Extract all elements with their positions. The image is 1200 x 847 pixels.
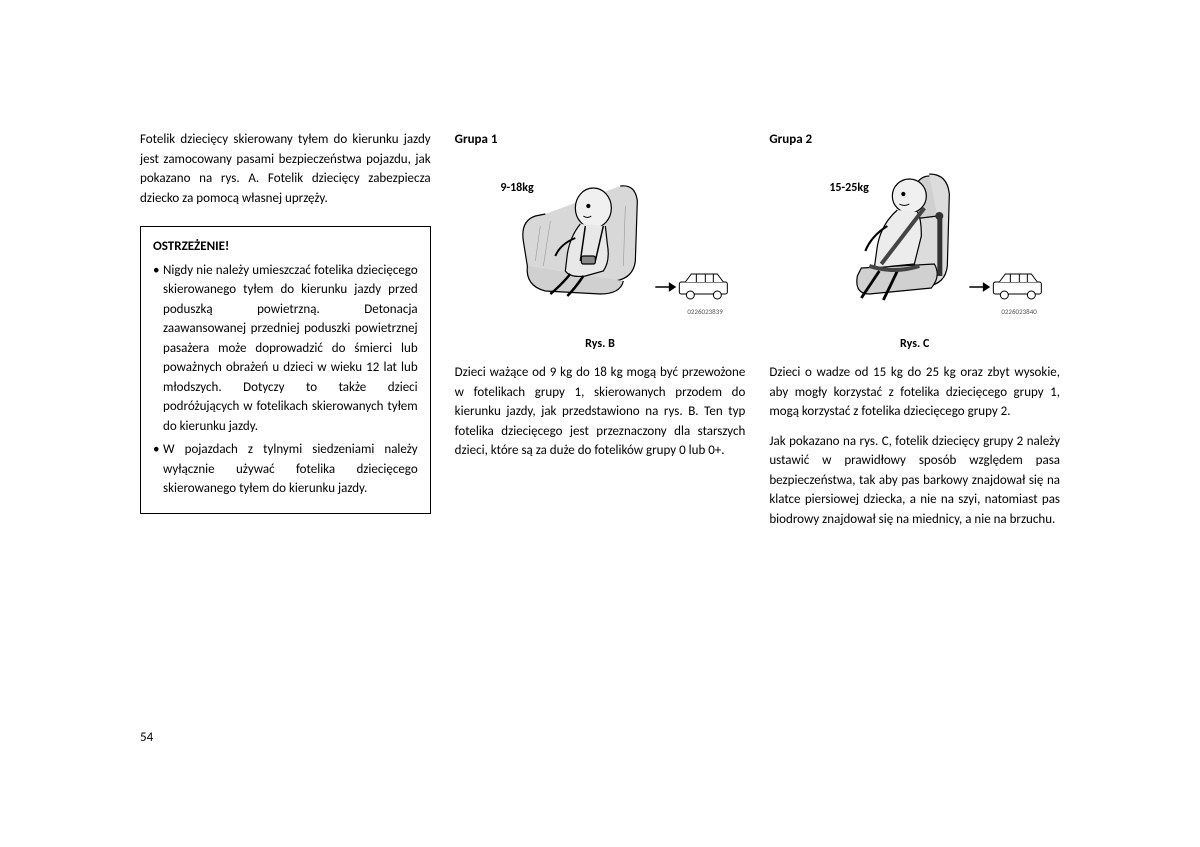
warning-list: Nigdy nie należy umieszczać fotelika dzi… xyxy=(153,261,418,499)
svg-text:9-18kg: 9-18kg xyxy=(500,181,534,195)
figure-b-illustration: 9-18kg xyxy=(455,166,746,321)
group-1-text: Dzieci ważące od 9 kg do 18 kg mogą być … xyxy=(455,363,746,461)
figure-b-container: 9-18kg xyxy=(455,166,746,328)
svg-text:0226023840: 0226023840 xyxy=(1002,307,1038,316)
warning-title: OSTRZEŻENIE! xyxy=(153,237,418,257)
figure-c-illustration: 15-25kg xyxy=(769,166,1060,321)
group-2-title: Grupa 2 xyxy=(769,130,1060,150)
intro-paragraph: Fotelik dziecięcy skierowany tyłem do ki… xyxy=(140,130,431,208)
page-number: 54 xyxy=(140,728,153,748)
svg-text:15-25kg: 15-25kg xyxy=(830,181,870,195)
group-2-text-2: Jak pokazano na rys. C, fotelik dziecięc… xyxy=(769,432,1060,530)
column-3: Grupa 2 15-25kg xyxy=(769,130,1060,539)
group-2-text-1: Dzieci o wadze od 15 kg do 25 kg oraz zb… xyxy=(769,363,1060,422)
figure-b-caption: Rys. B xyxy=(455,335,746,353)
column-1: Fotelik dziecięcy skierowany tyłem do ki… xyxy=(140,130,431,539)
figure-c-caption: Rys. C xyxy=(769,335,1060,353)
group-1-title: Grupa 1 xyxy=(455,130,746,150)
column-2: Grupa 1 9-18kg xyxy=(455,130,746,539)
warning-box: OSTRZEŻENIE! Nigdy nie należy umieszczać… xyxy=(140,226,431,514)
warning-item: W pojazdach z tylnymi siedzeniami należy… xyxy=(153,440,418,499)
warning-item: Nigdy nie należy umieszczać fotelika dzi… xyxy=(153,261,418,437)
figure-c-container: 15-25kg xyxy=(769,166,1060,328)
page-content: Fotelik dziecięcy skierowany tyłem do ki… xyxy=(140,130,1060,539)
svg-text:0226023839: 0226023839 xyxy=(687,307,723,316)
